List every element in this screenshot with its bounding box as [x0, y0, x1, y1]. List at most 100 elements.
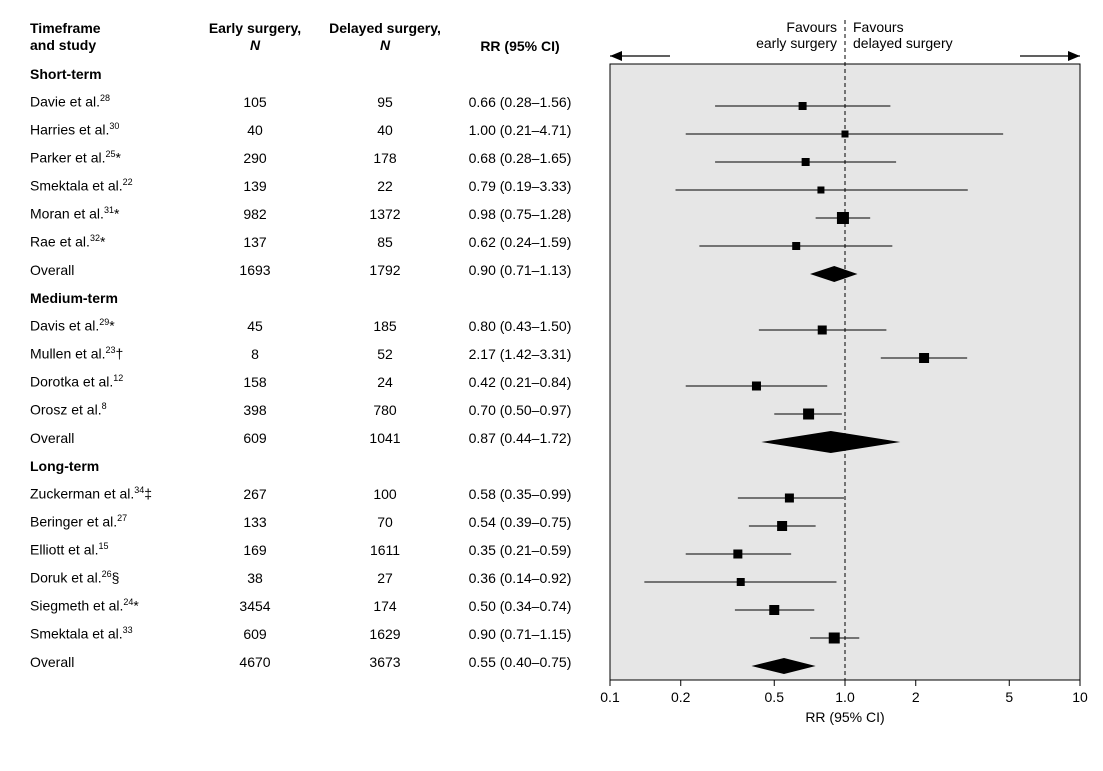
forest-plot-figure: Timeframe and study Early surgery,N Dela…: [30, 20, 1073, 733]
svg-text:early surgery: early surgery: [756, 35, 837, 51]
rr-ci: 0.66 (0.28–1.56): [450, 94, 590, 110]
arrow-left-icon: [610, 51, 622, 61]
overall-early-n: 609: [190, 430, 320, 446]
study-row: Dorotka et al.12158240.42 (0.21–0.84): [30, 368, 590, 396]
delayed-n: 174: [320, 598, 450, 614]
study-row: Elliott et al.1516916110.35 (0.21–0.59): [30, 536, 590, 564]
point-estimate: [803, 409, 814, 420]
delayed-n: 780: [320, 402, 450, 418]
hdr-study: Timeframe and study: [30, 20, 190, 54]
study-row: Rae et al.32*137850.62 (0.24–1.59): [30, 228, 590, 256]
point-estimate: [737, 578, 745, 586]
overall-label: Overall: [30, 262, 190, 278]
study-name: Smektala et al.22: [30, 177, 190, 194]
axis-label: RR (95% CI): [805, 709, 884, 725]
point-estimate: [733, 550, 742, 559]
arrow-right-icon: [1068, 51, 1080, 61]
overall-rr-ci: 0.90 (0.71–1.13): [450, 262, 590, 278]
early-n: 609: [190, 626, 320, 642]
svg-text:delayed surgery: delayed surgery: [853, 35, 953, 51]
early-n: 8: [190, 346, 320, 362]
axis-tick-label: 0.2: [671, 689, 691, 705]
axis-tick-label: 5: [1005, 689, 1013, 705]
study-row: Siegmeth et al.24*34541740.50 (0.34–0.74…: [30, 592, 590, 620]
rr-ci: 0.70 (0.50–0.97): [450, 402, 590, 418]
rr-ci: 0.79 (0.19–3.33): [450, 178, 590, 194]
overall-row: Overall60910410.87 (0.44–1.72): [30, 424, 590, 452]
axis-tick-label: 0.1: [600, 689, 620, 705]
favours-delayed-label: Favours: [853, 19, 904, 35]
study-name: Siegmeth et al.24*: [30, 597, 190, 614]
rr-ci: 0.50 (0.34–0.74): [450, 598, 590, 614]
study-name: Davis et al.29*: [30, 317, 190, 334]
early-n: 139: [190, 178, 320, 194]
overall-delayed-n: 1041: [320, 430, 450, 446]
rr-ci: 0.90 (0.71–1.15): [450, 626, 590, 642]
overall-early-n: 4670: [190, 654, 320, 670]
point-estimate: [769, 605, 779, 615]
rr-ci: 2.17 (1.42–3.31): [450, 346, 590, 362]
delayed-n: 100: [320, 486, 450, 502]
group-label: Short-term: [30, 60, 590, 88]
favours-early-label: Favours: [786, 19, 837, 35]
group-label: Medium-term: [30, 284, 590, 312]
overall-row: Overall169317920.90 (0.71–1.13): [30, 256, 590, 284]
study-row: Harries et al.3040401.00 (0.21–4.71): [30, 116, 590, 144]
rr-ci: 0.42 (0.21–0.84): [450, 374, 590, 390]
axis-tick-label: 1.0: [835, 689, 855, 705]
study-name: Orosz et al.8: [30, 401, 190, 418]
study-row: Mullen et al.23†8522.17 (1.42–3.31): [30, 340, 590, 368]
forest-plot: Favoursearly surgeryFavoursdelayed surge…: [590, 20, 1100, 733]
overall-label: Overall: [30, 430, 190, 446]
axis-tick-label: 10: [1072, 689, 1088, 705]
delayed-n: 85: [320, 234, 450, 250]
overall-early-n: 1693: [190, 262, 320, 278]
axis-tick-label: 0.5: [765, 689, 785, 705]
study-row: Beringer et al.27133700.54 (0.39–0.75): [30, 508, 590, 536]
rr-ci: 0.62 (0.24–1.59): [450, 234, 590, 250]
early-n: 105: [190, 94, 320, 110]
study-row: Davie et al.28105950.66 (0.28–1.56): [30, 88, 590, 116]
rr-ci: 0.35 (0.21–0.59): [450, 542, 590, 558]
study-name: Doruk et al.26§: [30, 569, 190, 586]
study-row: Doruk et al.26§38270.36 (0.14–0.92): [30, 564, 590, 592]
study-row: Orosz et al.83987800.70 (0.50–0.97): [30, 396, 590, 424]
early-n: 982: [190, 206, 320, 222]
study-row: Parker et al.25*2901780.68 (0.28–1.65): [30, 144, 590, 172]
early-n: 133: [190, 514, 320, 530]
overall-row: Overall467036730.55 (0.40–0.75): [30, 648, 590, 676]
delayed-n: 22: [320, 178, 450, 194]
delayed-n: 1611: [320, 542, 450, 558]
delayed-n: 27: [320, 570, 450, 586]
early-n: 137: [190, 234, 320, 250]
point-estimate: [792, 242, 800, 250]
point-estimate: [777, 521, 787, 531]
overall-rr-ci: 0.87 (0.44–1.72): [450, 430, 590, 446]
study-name: Parker et al.25*: [30, 149, 190, 166]
early-n: 398: [190, 402, 320, 418]
group-label: Long-term: [30, 452, 590, 480]
early-n: 40: [190, 122, 320, 138]
overall-delayed-n: 3673: [320, 654, 450, 670]
study-row: Davis et al.29*451850.80 (0.43–1.50): [30, 312, 590, 340]
rr-ci: 0.36 (0.14–0.92): [450, 570, 590, 586]
point-estimate: [817, 187, 824, 194]
point-estimate: [802, 158, 810, 166]
point-estimate: [842, 131, 849, 138]
point-estimate: [785, 494, 794, 503]
delayed-n: 40: [320, 122, 450, 138]
delayed-n: 24: [320, 374, 450, 390]
overall-delayed-n: 1792: [320, 262, 450, 278]
overall-rr-ci: 0.55 (0.40–0.75): [450, 654, 590, 670]
axis-tick-label: 2: [912, 689, 920, 705]
early-n: 290: [190, 150, 320, 166]
delayed-n: 70: [320, 514, 450, 530]
point-estimate: [799, 102, 807, 110]
study-row: Zuckerman et al.34‡2671000.58 (0.35–0.99…: [30, 480, 590, 508]
point-estimate: [829, 633, 840, 644]
study-name: Rae et al.32*: [30, 233, 190, 250]
table-header: Timeframe and study Early surgery,N Dela…: [30, 20, 590, 54]
study-name: Harries et al.30: [30, 121, 190, 138]
early-n: 169: [190, 542, 320, 558]
study-name: Beringer et al.27: [30, 513, 190, 530]
